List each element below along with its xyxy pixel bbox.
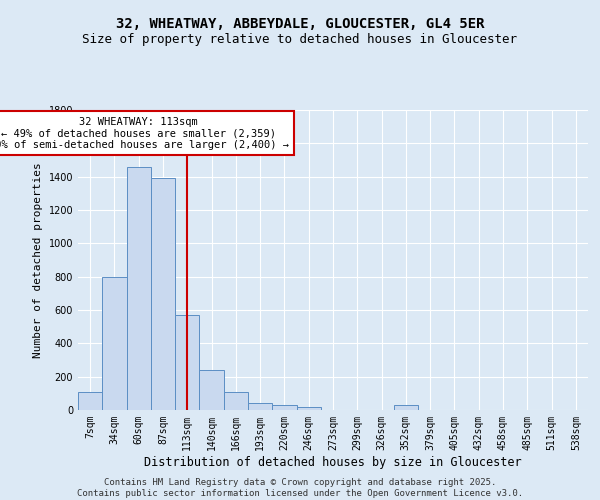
Bar: [151, 178, 175, 410]
Text: 32, WHEATWAY, ABBEYDALE, GLOUCESTER, GL4 5ER: 32, WHEATWAY, ABBEYDALE, GLOUCESTER, GL4…: [116, 18, 484, 32]
Text: 32 WHEATWAY: 113sqm
← 49% of detached houses are smaller (2,359)
50% of semi-det: 32 WHEATWAY: 113sqm ← 49% of detached ho…: [0, 116, 289, 150]
Text: Contains HM Land Registry data © Crown copyright and database right 2025.
Contai: Contains HM Land Registry data © Crown c…: [77, 478, 523, 498]
Bar: [175, 315, 199, 410]
Bar: [78, 392, 102, 410]
Bar: [102, 276, 127, 410]
Text: Size of property relative to detached houses in Gloucester: Size of property relative to detached ho…: [83, 32, 517, 46]
Bar: [248, 404, 272, 410]
X-axis label: Distribution of detached houses by size in Gloucester: Distribution of detached houses by size …: [144, 456, 522, 468]
Bar: [272, 405, 296, 410]
Bar: [224, 392, 248, 410]
Bar: [394, 405, 418, 410]
Bar: [127, 166, 151, 410]
Y-axis label: Number of detached properties: Number of detached properties: [33, 162, 43, 358]
Bar: [296, 406, 321, 410]
Bar: [199, 370, 224, 410]
